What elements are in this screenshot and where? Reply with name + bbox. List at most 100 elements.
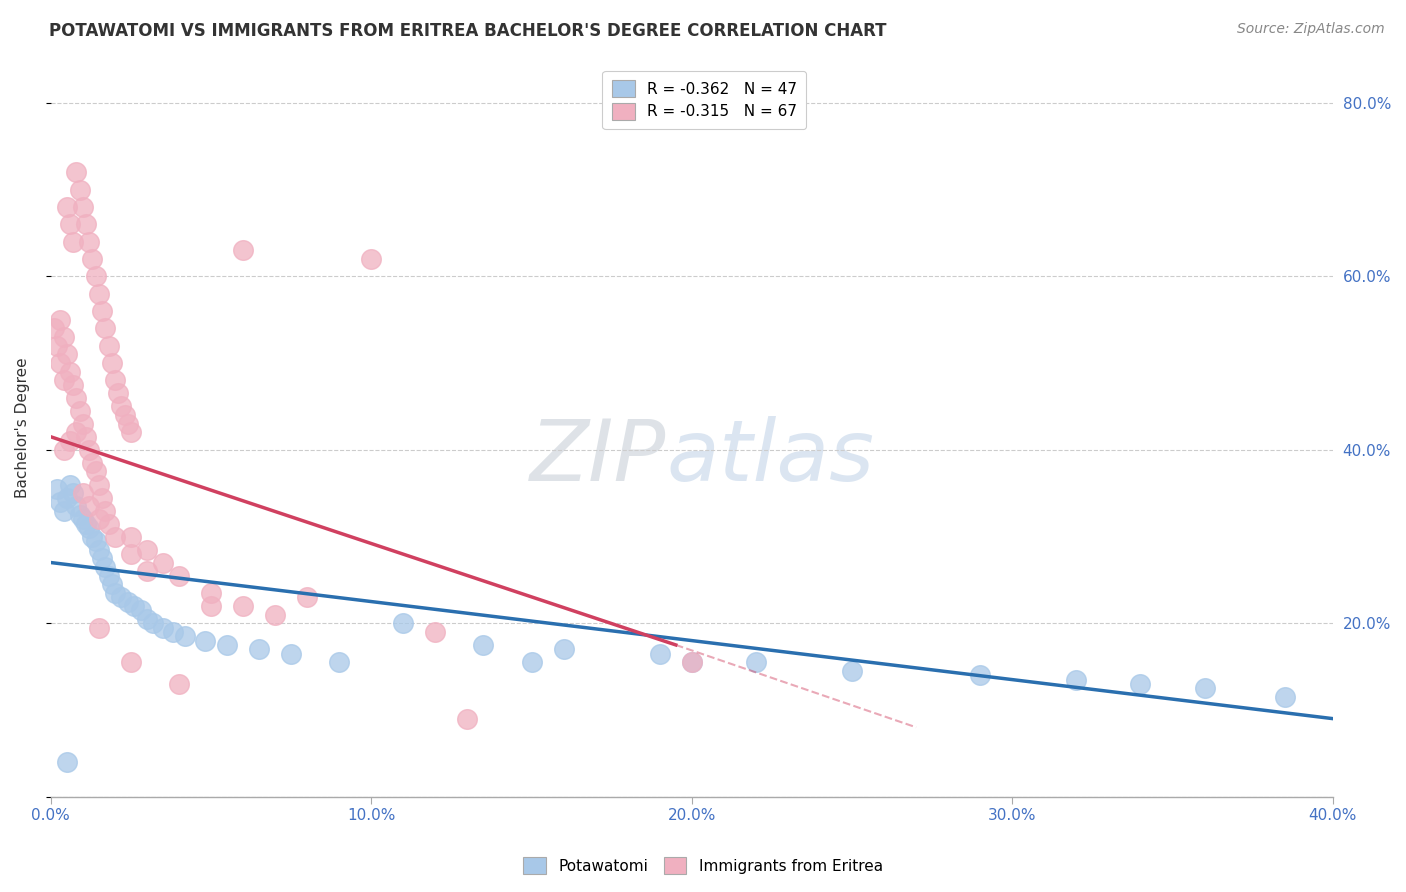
Point	[59, 218, 82, 232]
Point	[91, 551, 114, 566]
Point	[87, 512, 110, 526]
Point	[122, 599, 145, 613]
Point	[65, 425, 87, 440]
Point	[69, 404, 91, 418]
Point	[62, 486, 84, 500]
Point	[72, 417, 94, 431]
Point	[120, 425, 142, 440]
Point	[280, 647, 302, 661]
Point	[59, 477, 82, 491]
Point	[104, 586, 127, 600]
Point	[472, 638, 495, 652]
Point	[104, 374, 127, 388]
Point	[69, 183, 91, 197]
Point	[97, 516, 120, 531]
Point	[52, 442, 75, 457]
Point	[82, 252, 104, 266]
Point	[152, 556, 174, 570]
Point	[969, 668, 991, 682]
Point	[84, 465, 107, 479]
Point	[65, 165, 87, 179]
Point	[136, 564, 159, 578]
Point	[100, 356, 122, 370]
Point	[167, 677, 190, 691]
Point	[72, 486, 94, 500]
Point	[79, 499, 101, 513]
Point	[425, 624, 447, 639]
Point	[841, 664, 863, 678]
Point	[52, 330, 75, 344]
Point	[84, 533, 107, 548]
Point	[91, 304, 114, 318]
Point	[65, 391, 87, 405]
Text: atlas: atlas	[666, 417, 875, 500]
Point	[232, 244, 254, 258]
Legend: Potawatomi, Immigrants from Eritrea: Potawatomi, Immigrants from Eritrea	[517, 851, 889, 880]
Point	[79, 442, 101, 457]
Point	[97, 339, 120, 353]
Point	[297, 591, 319, 605]
Point	[56, 347, 79, 361]
Point	[136, 542, 159, 557]
Point	[87, 286, 110, 301]
Point	[200, 599, 222, 613]
Point	[110, 400, 132, 414]
Point	[232, 599, 254, 613]
Point	[49, 312, 72, 326]
Point	[194, 633, 217, 648]
Point	[167, 568, 190, 582]
Point	[142, 616, 165, 631]
Point	[75, 218, 97, 232]
Point	[52, 374, 75, 388]
Point	[520, 655, 543, 669]
Point	[79, 235, 101, 249]
Point	[52, 503, 75, 517]
Point	[104, 529, 127, 543]
Point	[152, 621, 174, 635]
Point	[1066, 673, 1088, 687]
Point	[217, 638, 239, 652]
Point	[392, 616, 415, 631]
Point	[97, 568, 120, 582]
Point	[120, 655, 142, 669]
Point	[56, 491, 79, 505]
Point	[94, 321, 117, 335]
Point	[75, 516, 97, 531]
Point	[49, 356, 72, 370]
Y-axis label: Bachelor's Degree: Bachelor's Degree	[15, 358, 30, 499]
Point	[59, 365, 82, 379]
Point	[1194, 681, 1216, 696]
Point	[120, 529, 142, 543]
Point	[1129, 677, 1152, 691]
Text: Source: ZipAtlas.com: Source: ZipAtlas.com	[1237, 22, 1385, 37]
Point	[328, 655, 350, 669]
Point	[82, 529, 104, 543]
Point	[56, 755, 79, 769]
Point	[59, 434, 82, 449]
Point	[91, 491, 114, 505]
Point	[681, 655, 703, 669]
Point	[174, 629, 197, 643]
Point	[247, 642, 270, 657]
Point	[114, 408, 136, 422]
Point	[87, 621, 110, 635]
Point	[553, 642, 575, 657]
Point	[79, 521, 101, 535]
Point	[456, 712, 478, 726]
Point	[62, 377, 84, 392]
Point	[62, 235, 84, 249]
Point	[87, 542, 110, 557]
Point	[72, 512, 94, 526]
Text: ZIP: ZIP	[530, 417, 666, 500]
Point	[1274, 690, 1296, 704]
Point	[117, 417, 139, 431]
Point	[120, 547, 142, 561]
Point	[129, 603, 152, 617]
Point	[745, 655, 768, 669]
Point	[87, 477, 110, 491]
Point	[46, 339, 69, 353]
Point	[136, 612, 159, 626]
Point	[94, 560, 117, 574]
Point	[69, 508, 91, 522]
Point	[681, 655, 703, 669]
